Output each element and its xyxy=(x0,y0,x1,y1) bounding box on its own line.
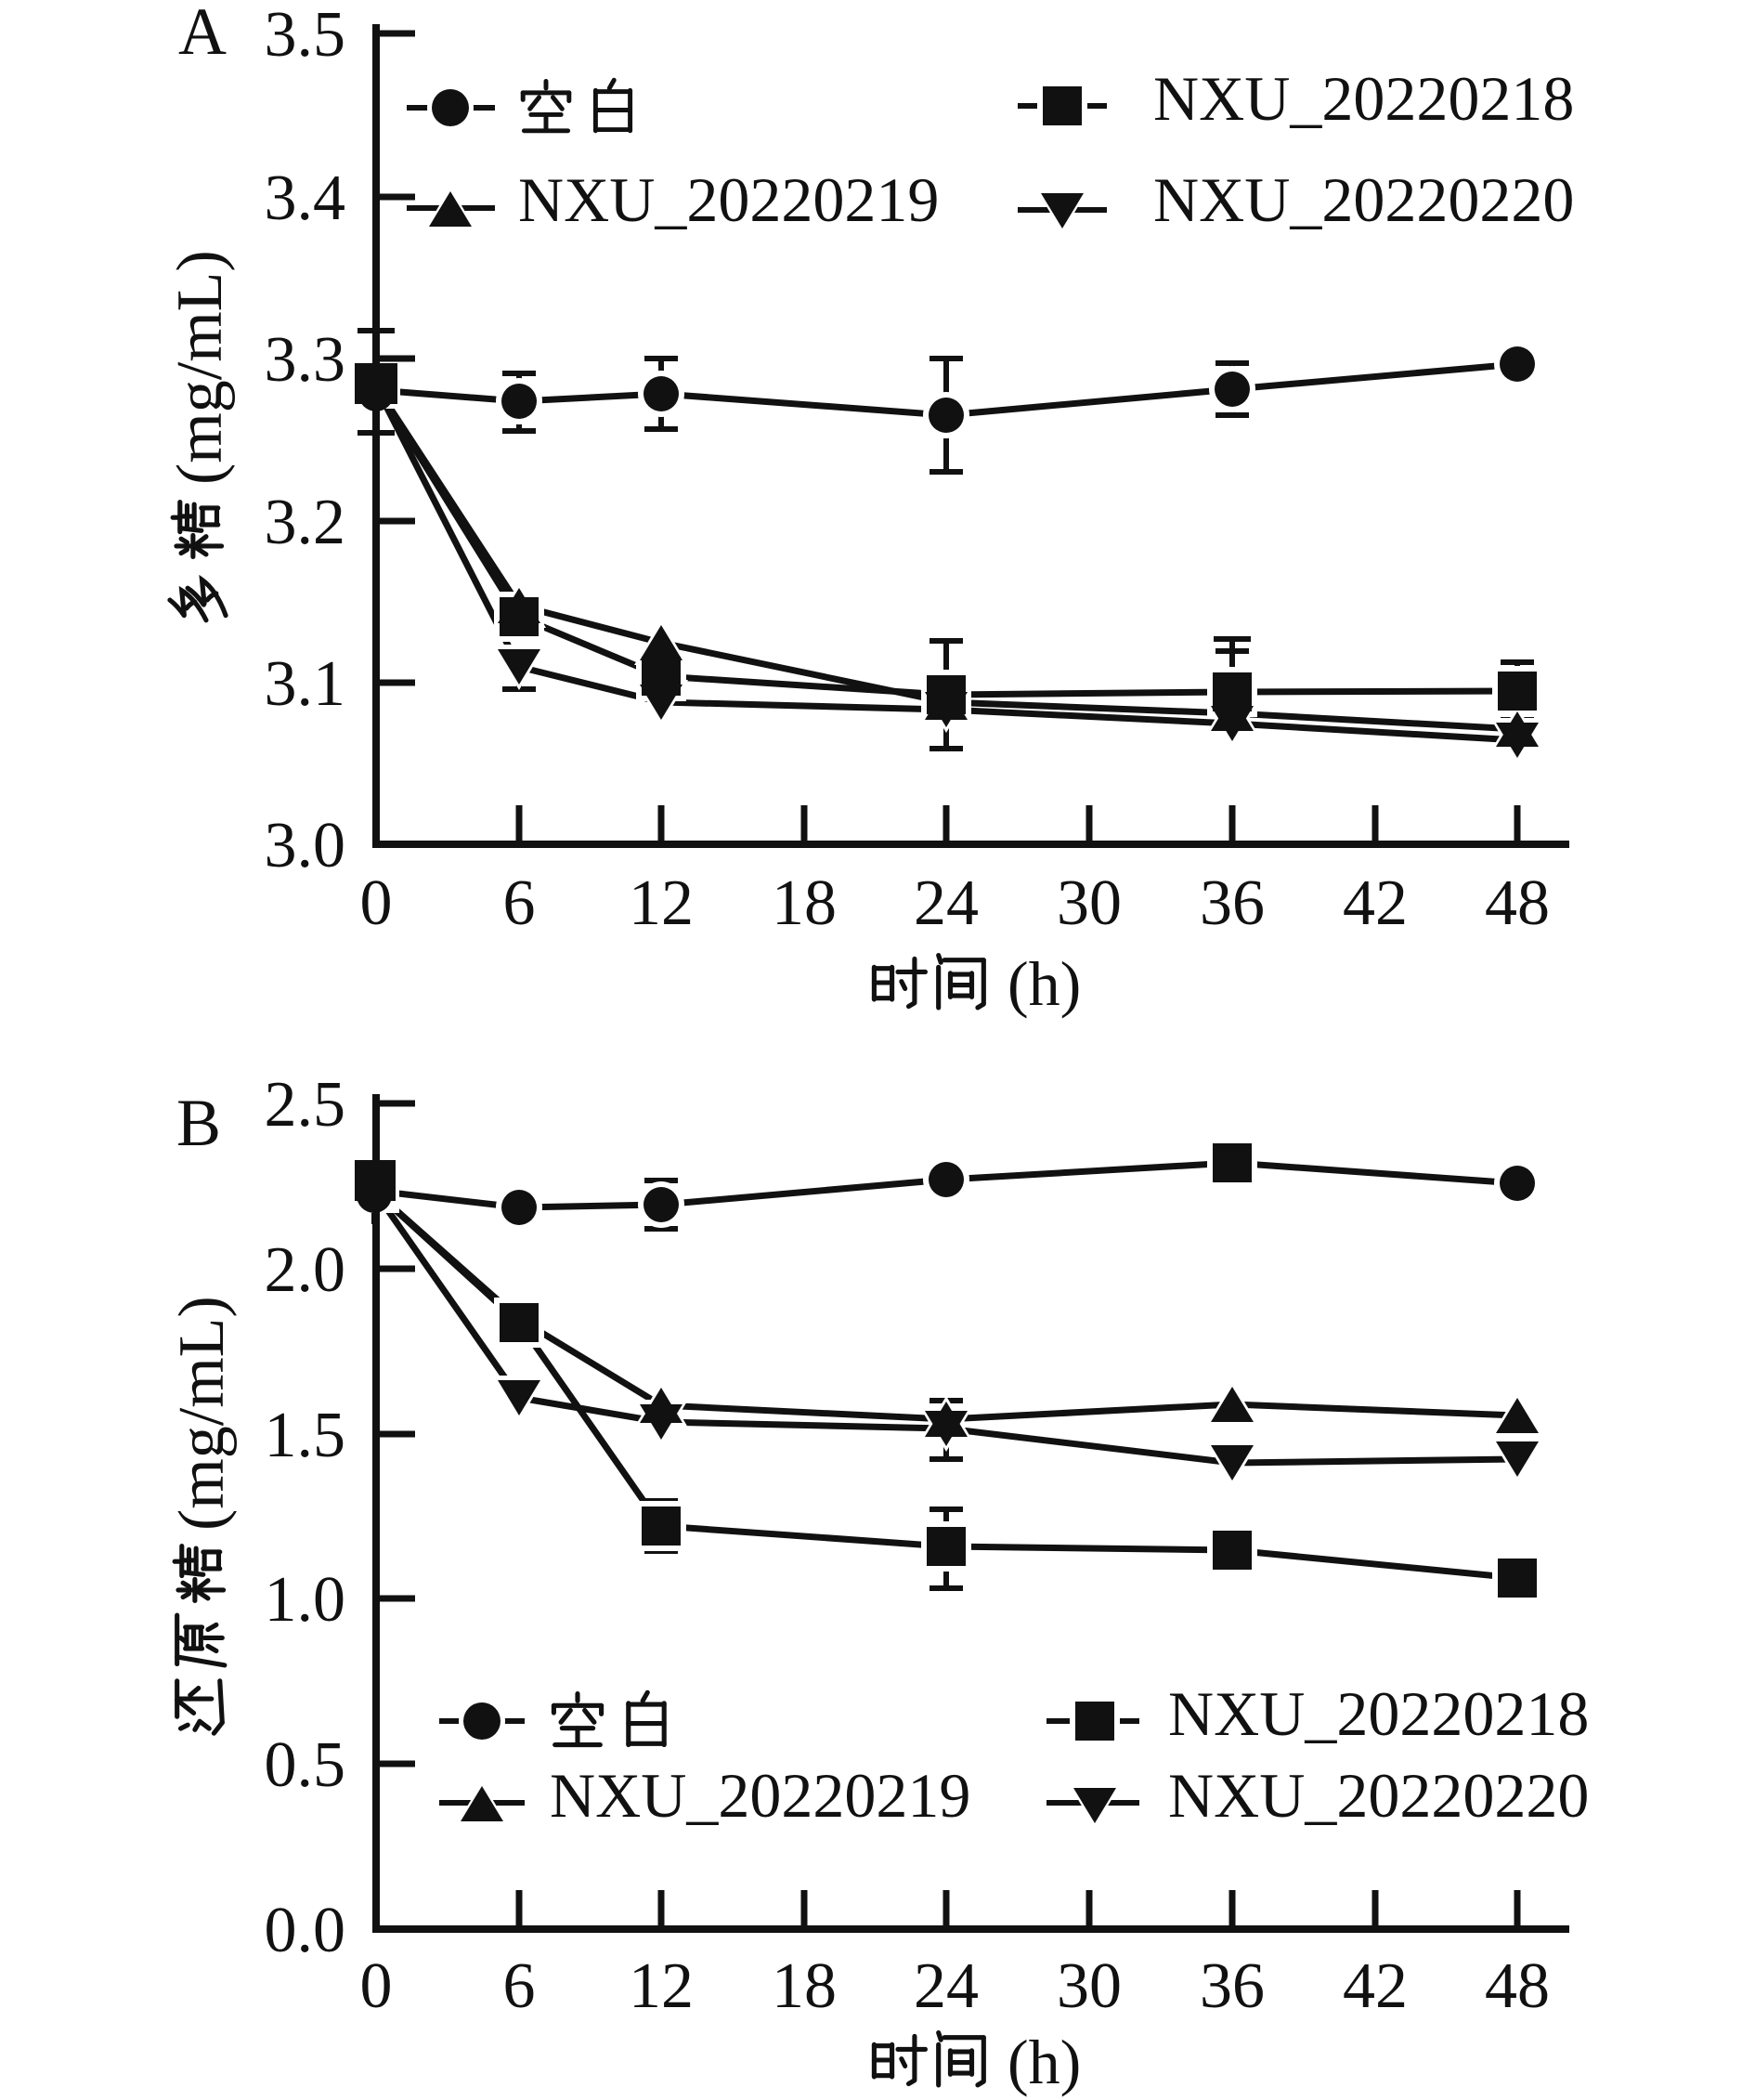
svg-text:(h): (h) xyxy=(1008,948,1081,1019)
svg-text:3.0: 3.0 xyxy=(265,810,346,881)
svg-text:0.5: 0.5 xyxy=(265,1729,346,1801)
svg-text:24: 24 xyxy=(914,867,979,939)
svg-text:(h): (h) xyxy=(1008,2027,1081,2097)
svg-text:3.4: 3.4 xyxy=(265,163,346,234)
svg-text:0: 0 xyxy=(360,867,393,939)
svg-text:NXU_20220219: NXU_20220219 xyxy=(550,1760,970,1831)
svg-text:1.0: 1.0 xyxy=(265,1564,346,1636)
svg-text:(mg/mL): (mg/mL) xyxy=(164,250,236,485)
svg-text:NXU_20220219: NXU_20220219 xyxy=(518,164,939,235)
svg-text:12: 12 xyxy=(629,1950,694,2022)
svg-text:3.2: 3.2 xyxy=(265,487,346,558)
svg-text:0: 0 xyxy=(360,1950,393,2022)
svg-text:24: 24 xyxy=(914,1950,979,2022)
svg-text:48: 48 xyxy=(1485,1950,1550,2022)
svg-text:B: B xyxy=(176,1086,221,1160)
svg-text:(mg/mL): (mg/mL) xyxy=(166,1296,238,1531)
svg-text:30: 30 xyxy=(1057,1950,1122,2022)
svg-text:48: 48 xyxy=(1485,867,1550,939)
svg-text:42: 42 xyxy=(1343,1950,1408,2022)
svg-text:6: 6 xyxy=(503,867,536,939)
svg-text:6: 6 xyxy=(503,1950,536,2022)
svg-text:1.5: 1.5 xyxy=(265,1400,346,1471)
svg-text:12: 12 xyxy=(629,867,694,939)
svg-text:2.5: 2.5 xyxy=(265,1069,346,1141)
svg-text:NXU_20220218: NXU_20220218 xyxy=(1168,1678,1589,1749)
svg-text:2.0: 2.0 xyxy=(265,1234,346,1306)
svg-text:NXU_20220220: NXU_20220220 xyxy=(1168,1760,1589,1831)
svg-text:30: 30 xyxy=(1057,867,1122,939)
svg-text:42: 42 xyxy=(1343,867,1408,939)
svg-text:18: 18 xyxy=(772,1950,837,2022)
svg-text:A: A xyxy=(178,0,227,69)
svg-text:3.1: 3.1 xyxy=(265,648,346,720)
svg-text:NXU_20220218: NXU_20220218 xyxy=(1153,63,1574,134)
svg-text:NXU_20220220: NXU_20220220 xyxy=(1153,164,1574,235)
svg-text:0.0: 0.0 xyxy=(265,1895,346,1966)
svg-text:3.5: 3.5 xyxy=(265,0,346,71)
svg-text:3.3: 3.3 xyxy=(265,324,346,396)
svg-text:18: 18 xyxy=(772,867,837,939)
svg-text:36: 36 xyxy=(1200,1950,1265,2022)
svg-text:36: 36 xyxy=(1200,867,1265,939)
